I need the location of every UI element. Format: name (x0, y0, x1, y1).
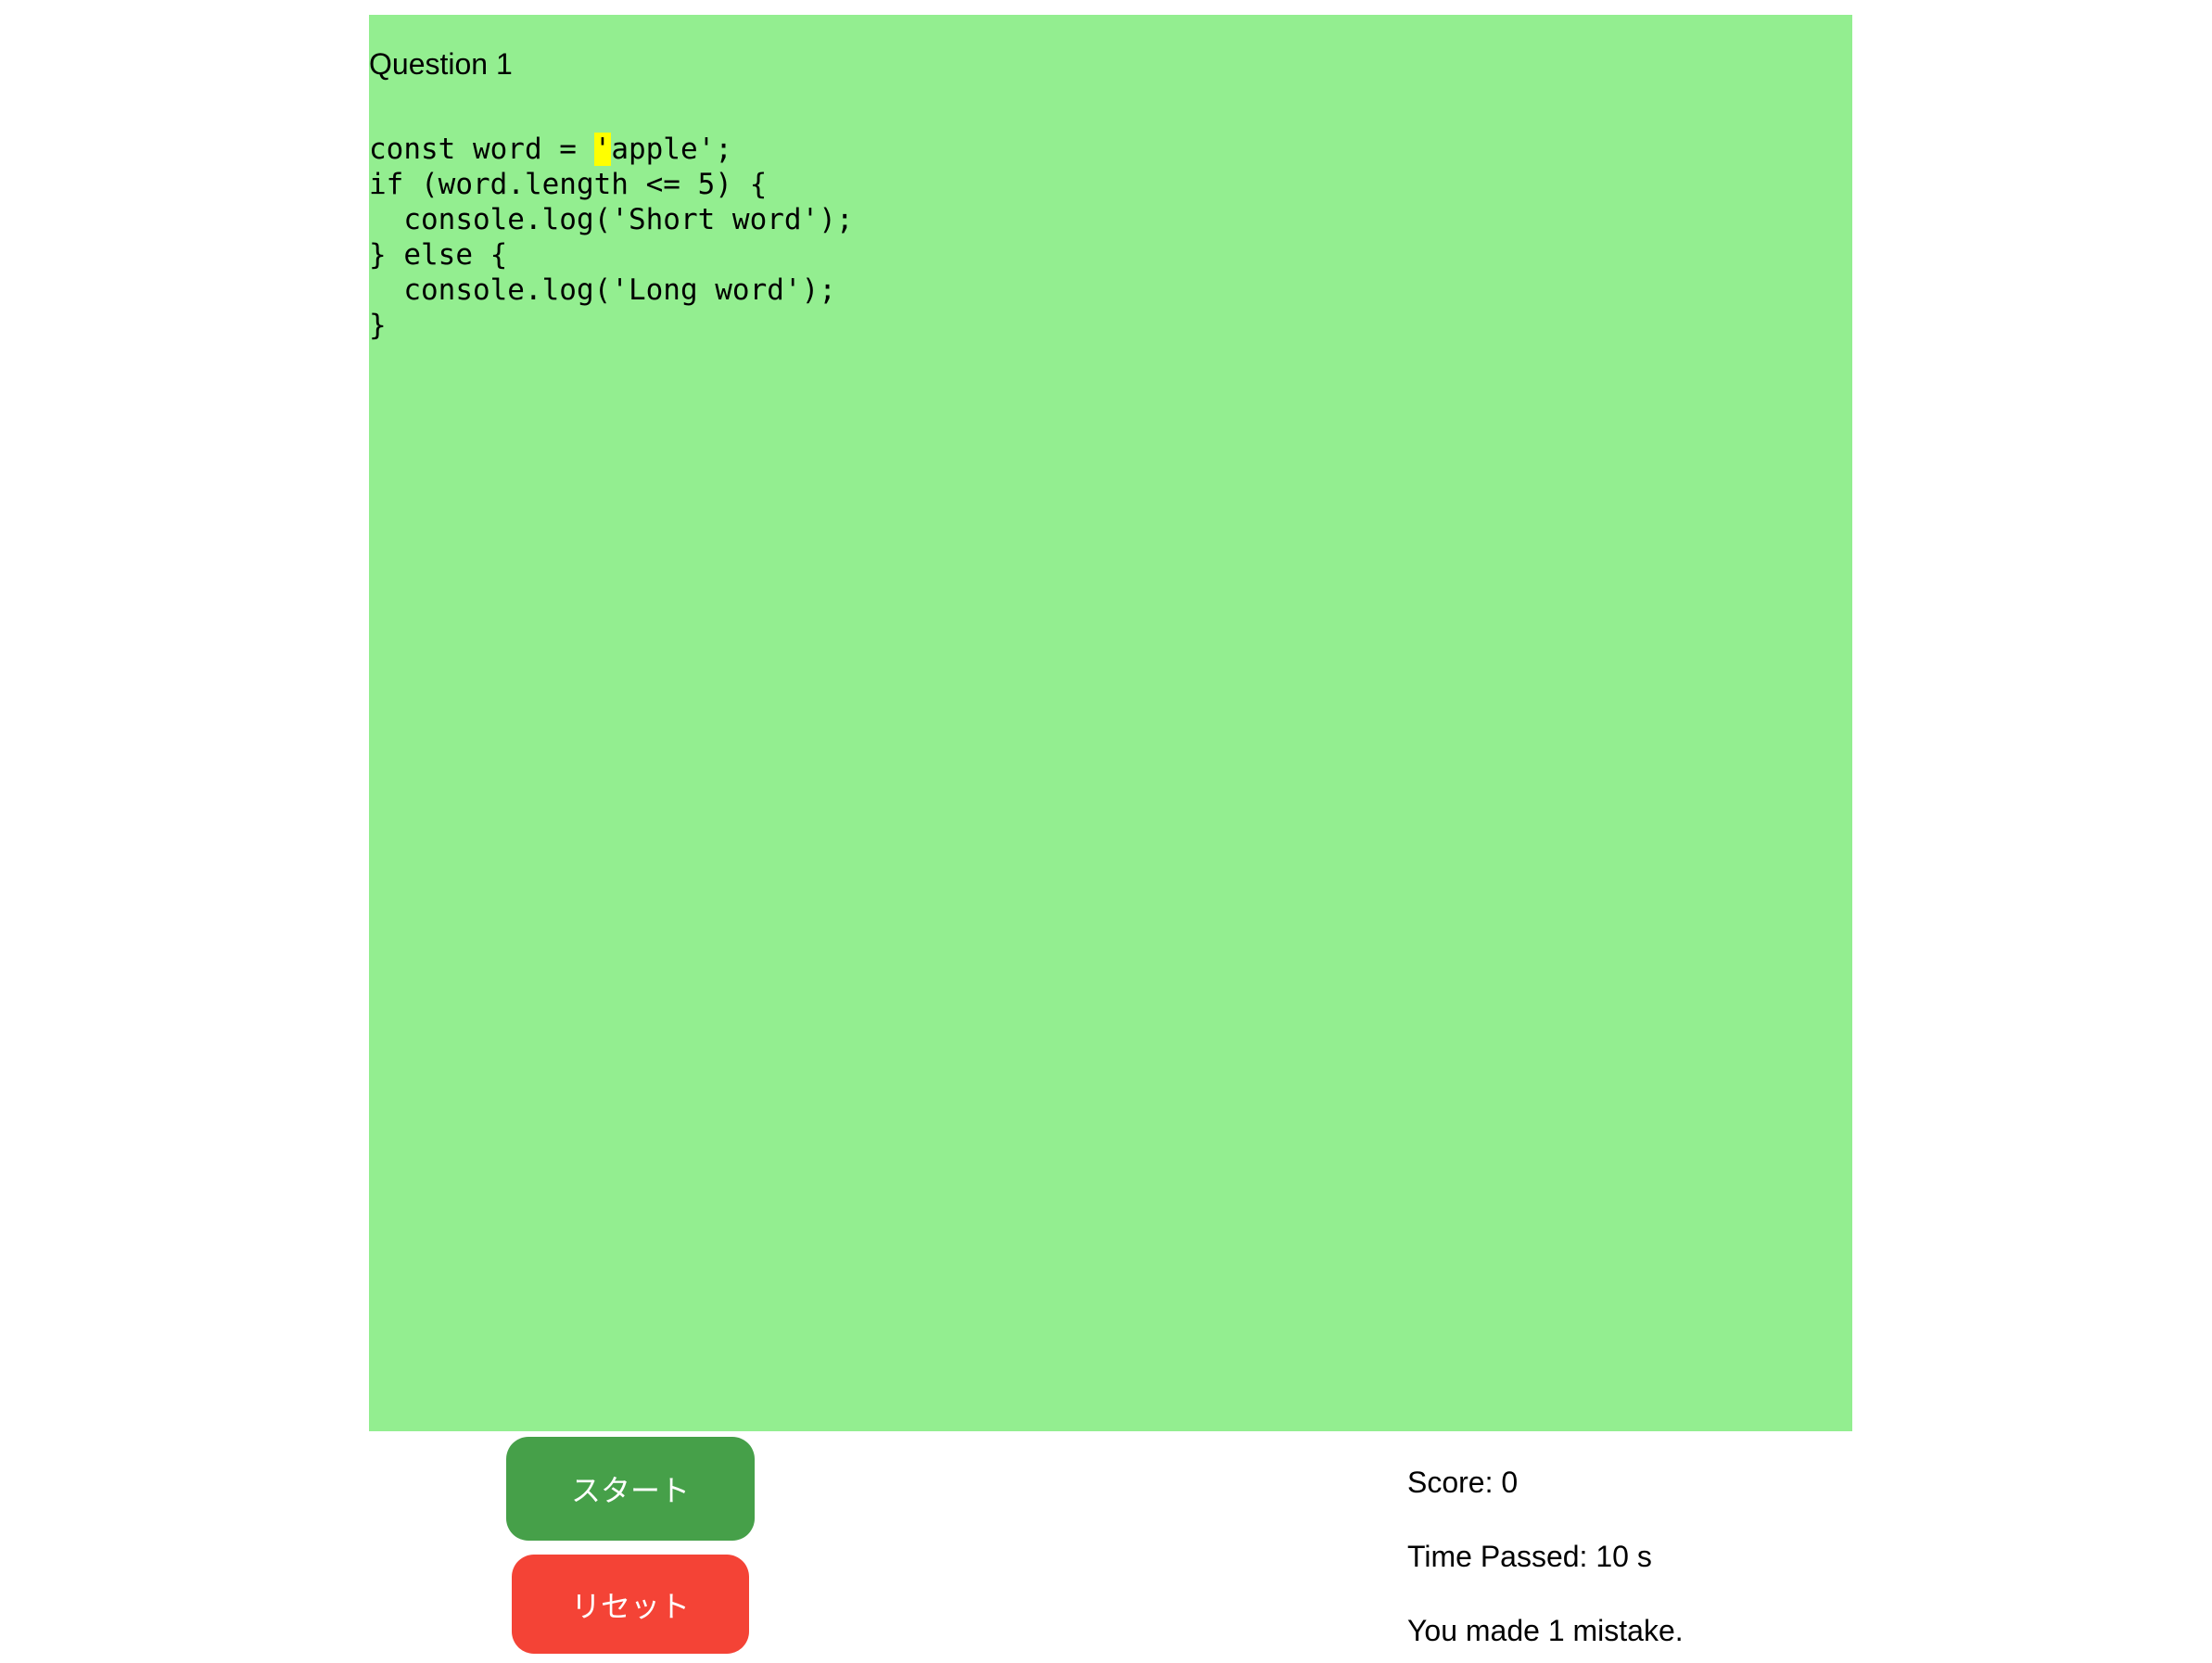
code-line: if (word.length <= 5) { (369, 168, 768, 201)
score-text: Score: 0 (1407, 1466, 1519, 1499)
start-button[interactable]: スタート (506, 1437, 755, 1541)
mistakes-text: You made 1 mistake. (1407, 1614, 1684, 1647)
code-typed: const word = (369, 133, 594, 166)
code-block: const word = 'apple'; if (word.length <=… (369, 132, 854, 343)
code-remaining: apple'; (611, 133, 732, 166)
question-title: Question 1 (369, 47, 513, 81)
reset-button[interactable]: リセット (512, 1555, 749, 1654)
current-char-highlight: ' (593, 133, 612, 166)
time-passed-text: Time Passed: 10 s (1407, 1540, 1652, 1573)
code-line: } (369, 309, 387, 342)
code-line: } else { (369, 238, 508, 272)
code-line: console.log('Long word'); (369, 273, 836, 307)
typing-area: Question 1 const word = 'apple'; if (wor… (369, 15, 1852, 1431)
code-line: console.log('Short word'); (369, 203, 854, 236)
